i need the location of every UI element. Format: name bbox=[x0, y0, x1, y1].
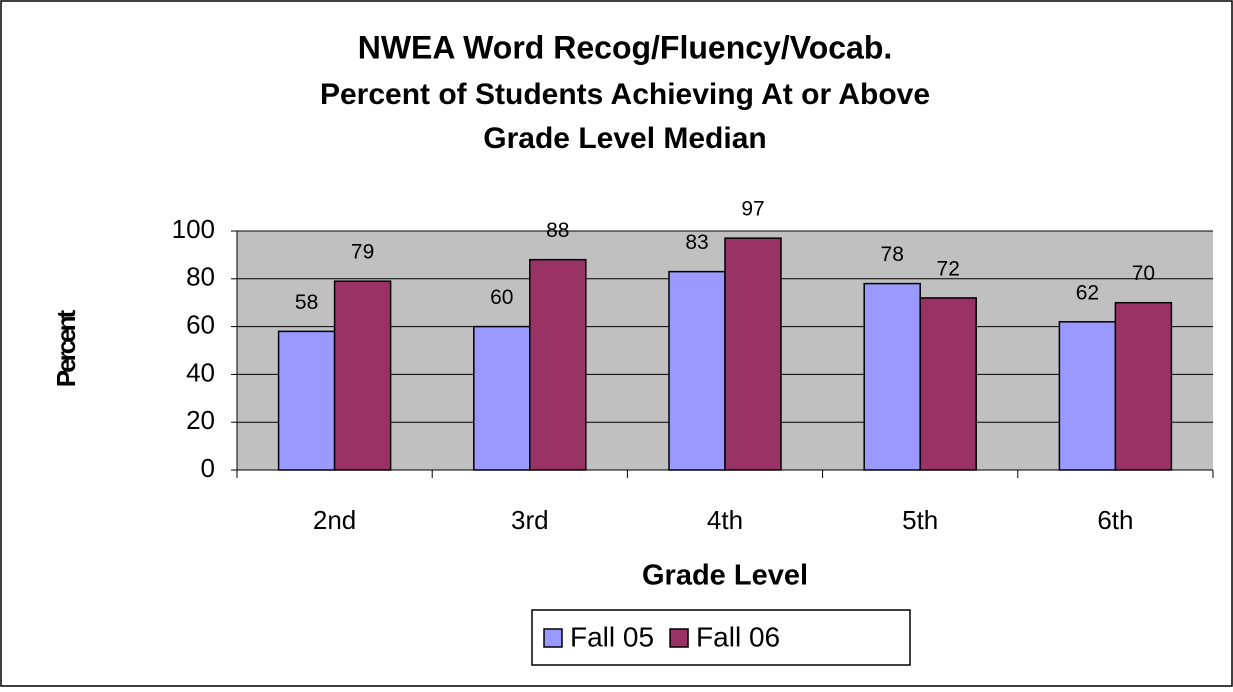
legend-swatch bbox=[543, 628, 563, 648]
chart-title: Percent of Students Achieving At or Abov… bbox=[320, 78, 930, 111]
legend-swatch bbox=[669, 628, 689, 648]
chart-title: Grade Level Median bbox=[483, 122, 766, 155]
legend-label: Fall 06 bbox=[696, 621, 780, 652]
data-label: 79 bbox=[351, 241, 374, 264]
y-tick-label: 60 bbox=[186, 309, 215, 339]
data-label: 72 bbox=[937, 257, 960, 280]
bar bbox=[1114, 301, 1173, 471]
x-tick-label: 3rd bbox=[511, 505, 549, 535]
legend-label: Fall 05 bbox=[570, 621, 654, 652]
chart-title: NWEA Word Recog/Fluency/Vocab. bbox=[358, 29, 893, 65]
y-axis-label: Percent bbox=[51, 309, 81, 387]
data-label: 58 bbox=[295, 291, 318, 314]
bar bbox=[668, 270, 726, 471]
data-label: 97 bbox=[741, 198, 764, 221]
data-label: 60 bbox=[490, 286, 513, 309]
bar bbox=[724, 237, 782, 471]
legend-box bbox=[531, 609, 911, 666]
y-tick-label: 20 bbox=[186, 405, 215, 435]
bar bbox=[1058, 321, 1117, 471]
y-tick-label: 80 bbox=[186, 262, 215, 292]
x-axis-label: Grade Level bbox=[642, 560, 808, 592]
y-tick-label: 0 bbox=[201, 453, 215, 483]
data-label: 88 bbox=[546, 219, 569, 242]
bar bbox=[277, 330, 336, 471]
bar bbox=[919, 297, 977, 471]
data-label: 78 bbox=[881, 243, 904, 266]
y-tick-label: 100 bbox=[172, 214, 215, 244]
x-tick-label: 6th bbox=[1097, 505, 1133, 535]
bar bbox=[529, 258, 587, 471]
x-tick-label: 4th bbox=[707, 505, 743, 535]
x-tick-label: 2nd bbox=[313, 505, 356, 535]
data-label: 83 bbox=[685, 231, 708, 254]
bar bbox=[473, 325, 531, 471]
y-tick-label: 40 bbox=[186, 357, 215, 387]
data-label: 70 bbox=[1132, 262, 1155, 285]
x-tick-label: 5th bbox=[902, 505, 938, 535]
bar bbox=[863, 282, 921, 471]
data-label: 62 bbox=[1076, 281, 1099, 304]
bar bbox=[333, 280, 392, 471]
